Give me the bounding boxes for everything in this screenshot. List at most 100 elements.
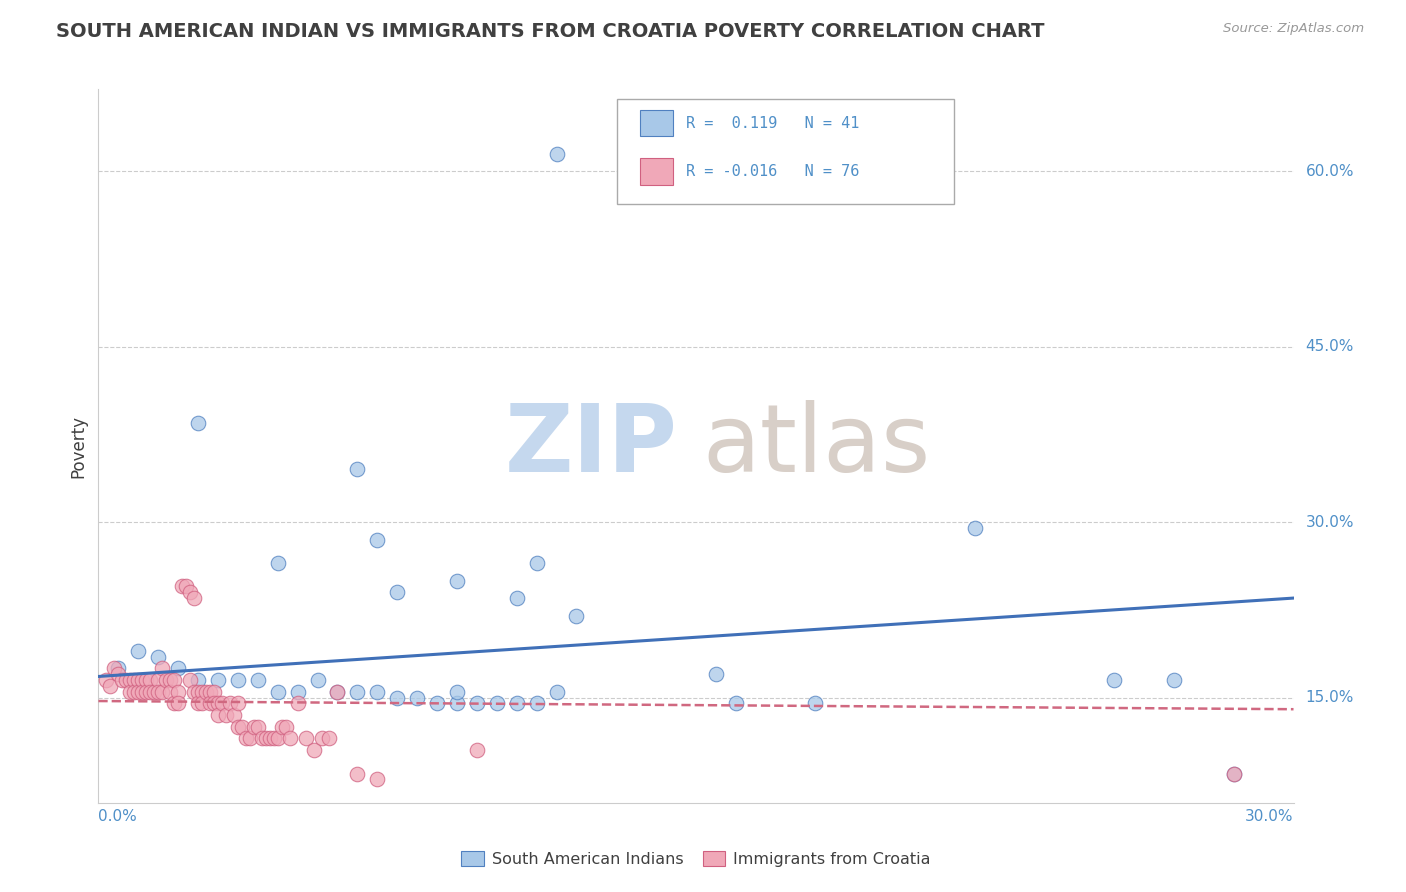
- Point: [98, 679, 122, 693]
- Point: [1222, 766, 1246, 780]
- Point: [207, 697, 229, 711]
- Point: [307, 673, 329, 687]
- Point: [239, 731, 262, 746]
- Point: [202, 697, 225, 711]
- Point: [226, 720, 249, 734]
- Point: [231, 720, 253, 734]
- Point: [174, 579, 197, 593]
- Point: [270, 720, 292, 734]
- Point: [311, 731, 333, 746]
- Point: [187, 416, 209, 430]
- Point: [219, 697, 242, 711]
- Point: [704, 667, 727, 681]
- Text: 30.0%: 30.0%: [1246, 809, 1294, 823]
- Point: [135, 684, 157, 698]
- Point: [191, 697, 214, 711]
- Point: [179, 673, 201, 687]
- Point: [172, 579, 194, 593]
- Point: [259, 731, 281, 746]
- Point: [127, 673, 149, 687]
- Text: 30.0%: 30.0%: [1305, 515, 1354, 530]
- Point: [1102, 673, 1125, 687]
- Point: [267, 556, 290, 570]
- Point: [346, 684, 368, 698]
- Point: [446, 697, 468, 711]
- Point: [163, 673, 186, 687]
- Point: [250, 731, 273, 746]
- Point: [111, 673, 134, 687]
- Point: [215, 708, 238, 723]
- Point: [267, 684, 290, 698]
- Point: [465, 743, 488, 757]
- Point: [107, 661, 129, 675]
- Point: [1163, 673, 1185, 687]
- Point: [139, 673, 162, 687]
- Point: [139, 684, 162, 698]
- Point: [124, 684, 146, 698]
- Point: [246, 673, 269, 687]
- Point: [167, 684, 190, 698]
- Point: [506, 591, 529, 605]
- Y-axis label: Poverty: Poverty: [69, 415, 87, 477]
- Point: [115, 673, 138, 687]
- Point: [346, 766, 368, 780]
- Point: [167, 661, 190, 675]
- Text: ZIP: ZIP: [505, 400, 678, 492]
- Point: [150, 661, 173, 675]
- Point: [446, 684, 468, 698]
- Point: [526, 697, 548, 711]
- Point: [278, 731, 301, 746]
- Point: [150, 684, 173, 698]
- Point: [159, 684, 181, 698]
- Point: [183, 591, 205, 605]
- Point: [120, 684, 142, 698]
- Point: [406, 690, 429, 705]
- Point: [198, 684, 221, 698]
- Point: [1222, 766, 1246, 780]
- Point: [143, 684, 166, 698]
- Point: [167, 697, 190, 711]
- Point: [302, 743, 325, 757]
- Point: [366, 533, 388, 547]
- Text: R =  0.119   N = 41: R = 0.119 N = 41: [686, 116, 859, 130]
- Text: Source: ZipAtlas.com: Source: ZipAtlas.com: [1223, 22, 1364, 36]
- Point: [235, 731, 257, 746]
- Text: 45.0%: 45.0%: [1305, 339, 1354, 354]
- Point: [187, 684, 209, 698]
- Point: [187, 673, 209, 687]
- Point: [211, 697, 233, 711]
- Point: [366, 772, 388, 787]
- Point: [267, 731, 290, 746]
- Point: [222, 708, 245, 723]
- Point: [198, 697, 221, 711]
- Point: [131, 673, 153, 687]
- Point: [346, 462, 368, 476]
- Point: [565, 608, 588, 623]
- Point: [287, 684, 309, 698]
- Point: [294, 731, 316, 746]
- Point: [287, 697, 309, 711]
- Point: [179, 585, 201, 599]
- Text: 0.0%: 0.0%: [98, 809, 138, 823]
- Point: [326, 684, 349, 698]
- Point: [446, 574, 468, 588]
- Point: [148, 684, 170, 698]
- Point: [485, 697, 508, 711]
- Point: [546, 146, 568, 161]
- Point: [207, 673, 229, 687]
- Point: [274, 720, 297, 734]
- Point: [318, 731, 340, 746]
- Point: [366, 684, 388, 698]
- Point: [183, 684, 205, 698]
- Point: [506, 697, 529, 711]
- Point: [385, 690, 409, 705]
- Point: [465, 697, 488, 711]
- Point: [804, 697, 827, 711]
- Point: [148, 673, 170, 687]
- Point: [107, 667, 129, 681]
- Point: [131, 684, 153, 698]
- Point: [326, 684, 349, 698]
- Legend: South American Indians, Immigrants from Croatia: South American Indians, Immigrants from …: [456, 845, 936, 873]
- Point: [148, 649, 170, 664]
- Point: [191, 684, 214, 698]
